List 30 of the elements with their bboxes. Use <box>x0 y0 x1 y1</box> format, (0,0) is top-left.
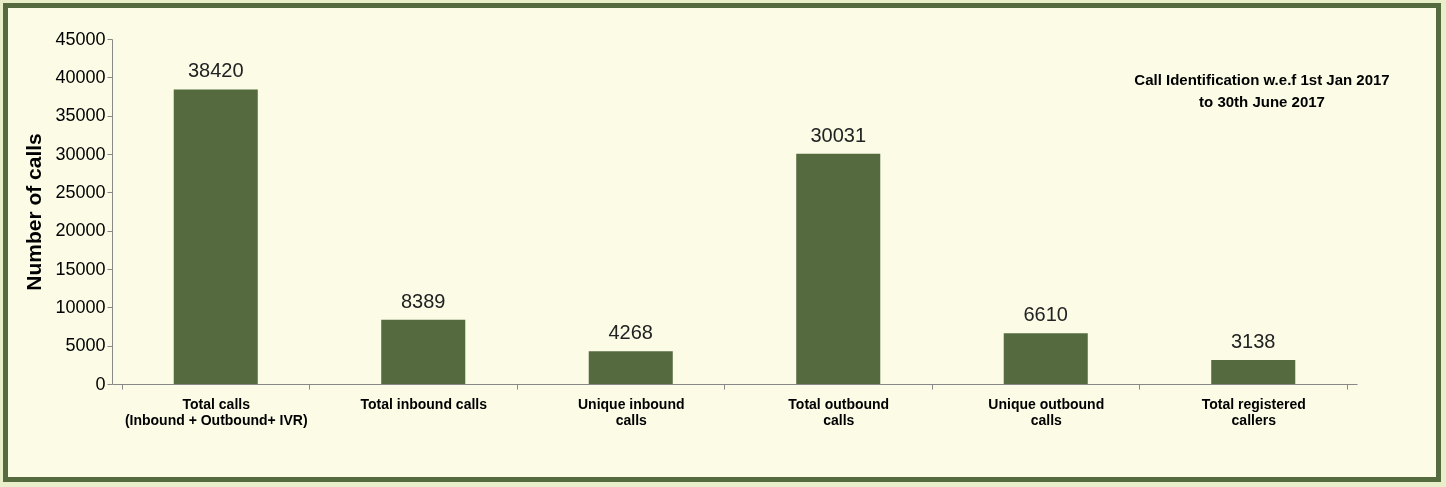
y-tick-label: 15000 <box>55 258 106 279</box>
bar <box>1003 333 1088 384</box>
y-axis-title: Number of calls <box>22 133 46 291</box>
y-tick-label: 0 <box>95 373 106 394</box>
bar <box>1211 359 1296 384</box>
y-tick-label: 30000 <box>55 143 106 164</box>
bar <box>173 89 258 384</box>
y-tick-label: 20000 <box>55 220 106 241</box>
y-tick-label: 5000 <box>65 335 106 356</box>
data-label: 3138 <box>1231 329 1276 352</box>
data-label: 4268 <box>608 321 653 344</box>
text: Call Identification w.e.f 1st Jan 2017 to 30th June 2017 <box>1134 71 1390 110</box>
x-tick-label: Total inbound calls <box>360 395 488 412</box>
x-tick-label: Unique inbound calls <box>577 395 685 428</box>
x-tick-label: Total calls (Inbound + Outbound+ IVR) <box>124 395 308 428</box>
bar <box>588 351 673 384</box>
y-tick-label: 25000 <box>55 181 106 202</box>
bar <box>796 153 881 384</box>
y-tick-label: 45000 <box>55 28 106 49</box>
x-tick-label: Unique outbound calls <box>988 395 1105 428</box>
y-tick-label: 10000 <box>55 296 106 317</box>
bar <box>381 319 466 384</box>
data-label: 30031 <box>810 123 867 146</box>
data-label: 8389 <box>401 289 446 312</box>
y-tick-label: 40000 <box>55 66 106 87</box>
y-tick-label: 35000 <box>55 105 106 126</box>
data-label: 6610 <box>1023 303 1068 326</box>
x-tick-label: Total registered callers <box>1201 395 1306 428</box>
x-tick-label: Total outbound calls <box>788 395 890 428</box>
data-label: 38420 <box>187 59 244 82</box>
